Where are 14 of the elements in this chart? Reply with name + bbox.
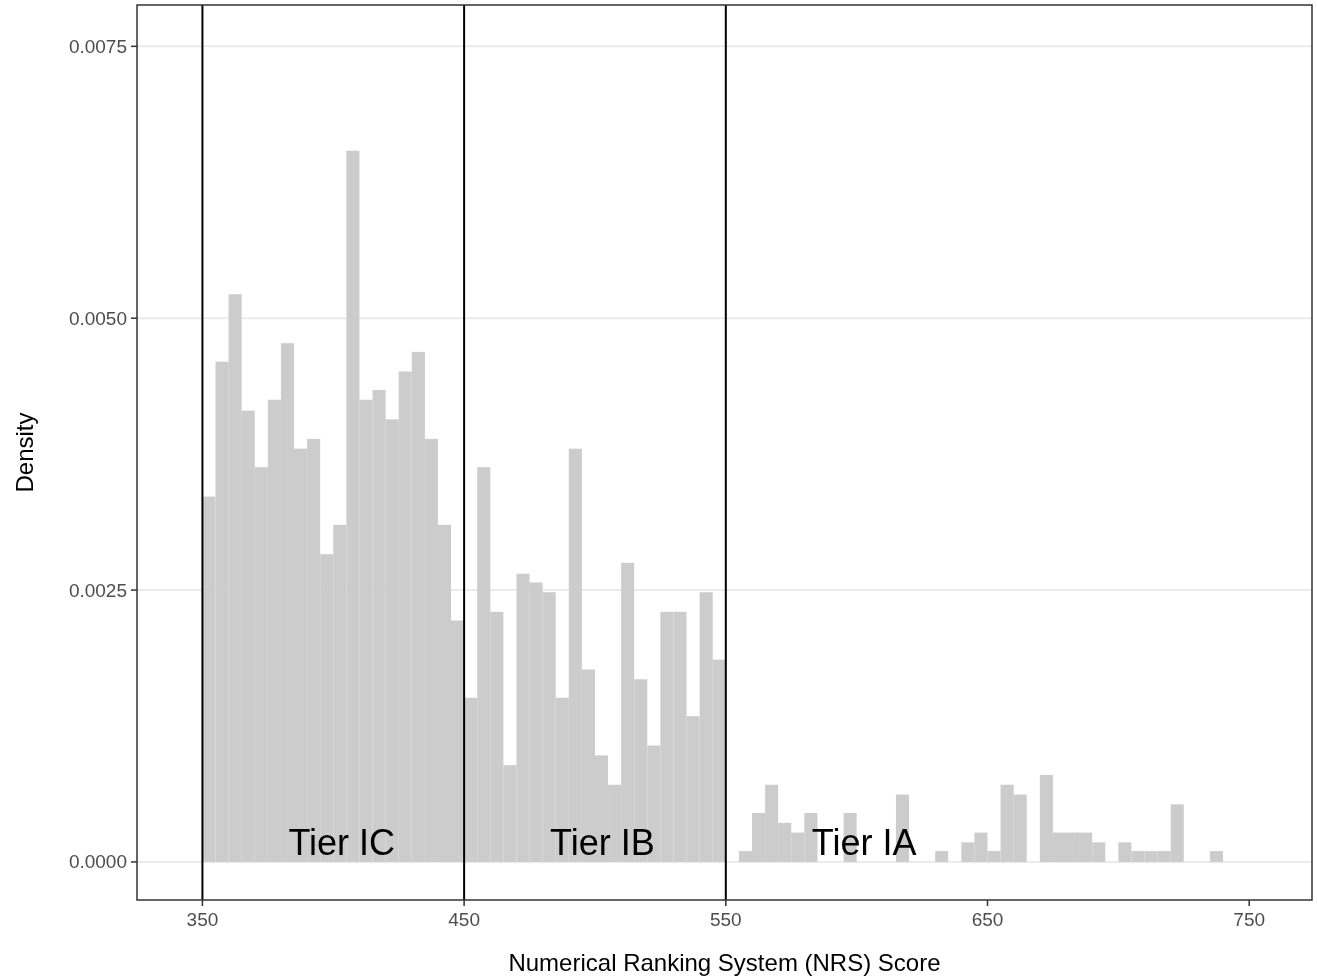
y-tick-label: 0.0050 [68, 307, 127, 329]
y-tick-label: 0.0075 [68, 35, 127, 57]
x-tick-label: 750 [1233, 909, 1266, 930]
x-tick-label: 550 [709, 909, 742, 930]
y-tick-label: 0.0000 [68, 851, 127, 873]
y-tick-label: 0.0025 [68, 579, 127, 601]
annotation: Tier IA [811, 822, 917, 864]
annotation: Tier IC [288, 822, 396, 864]
x-tick-label: 450 [448, 909, 480, 930]
x-axis-title: Numerical Ranking System (NRS) Score [508, 949, 941, 976]
x-tick-label: 650 [971, 909, 1004, 930]
x-tick-label: 350 [186, 909, 219, 930]
annotation: Tier IB [550, 822, 655, 864]
y-axis-title: Density [11, 412, 38, 493]
